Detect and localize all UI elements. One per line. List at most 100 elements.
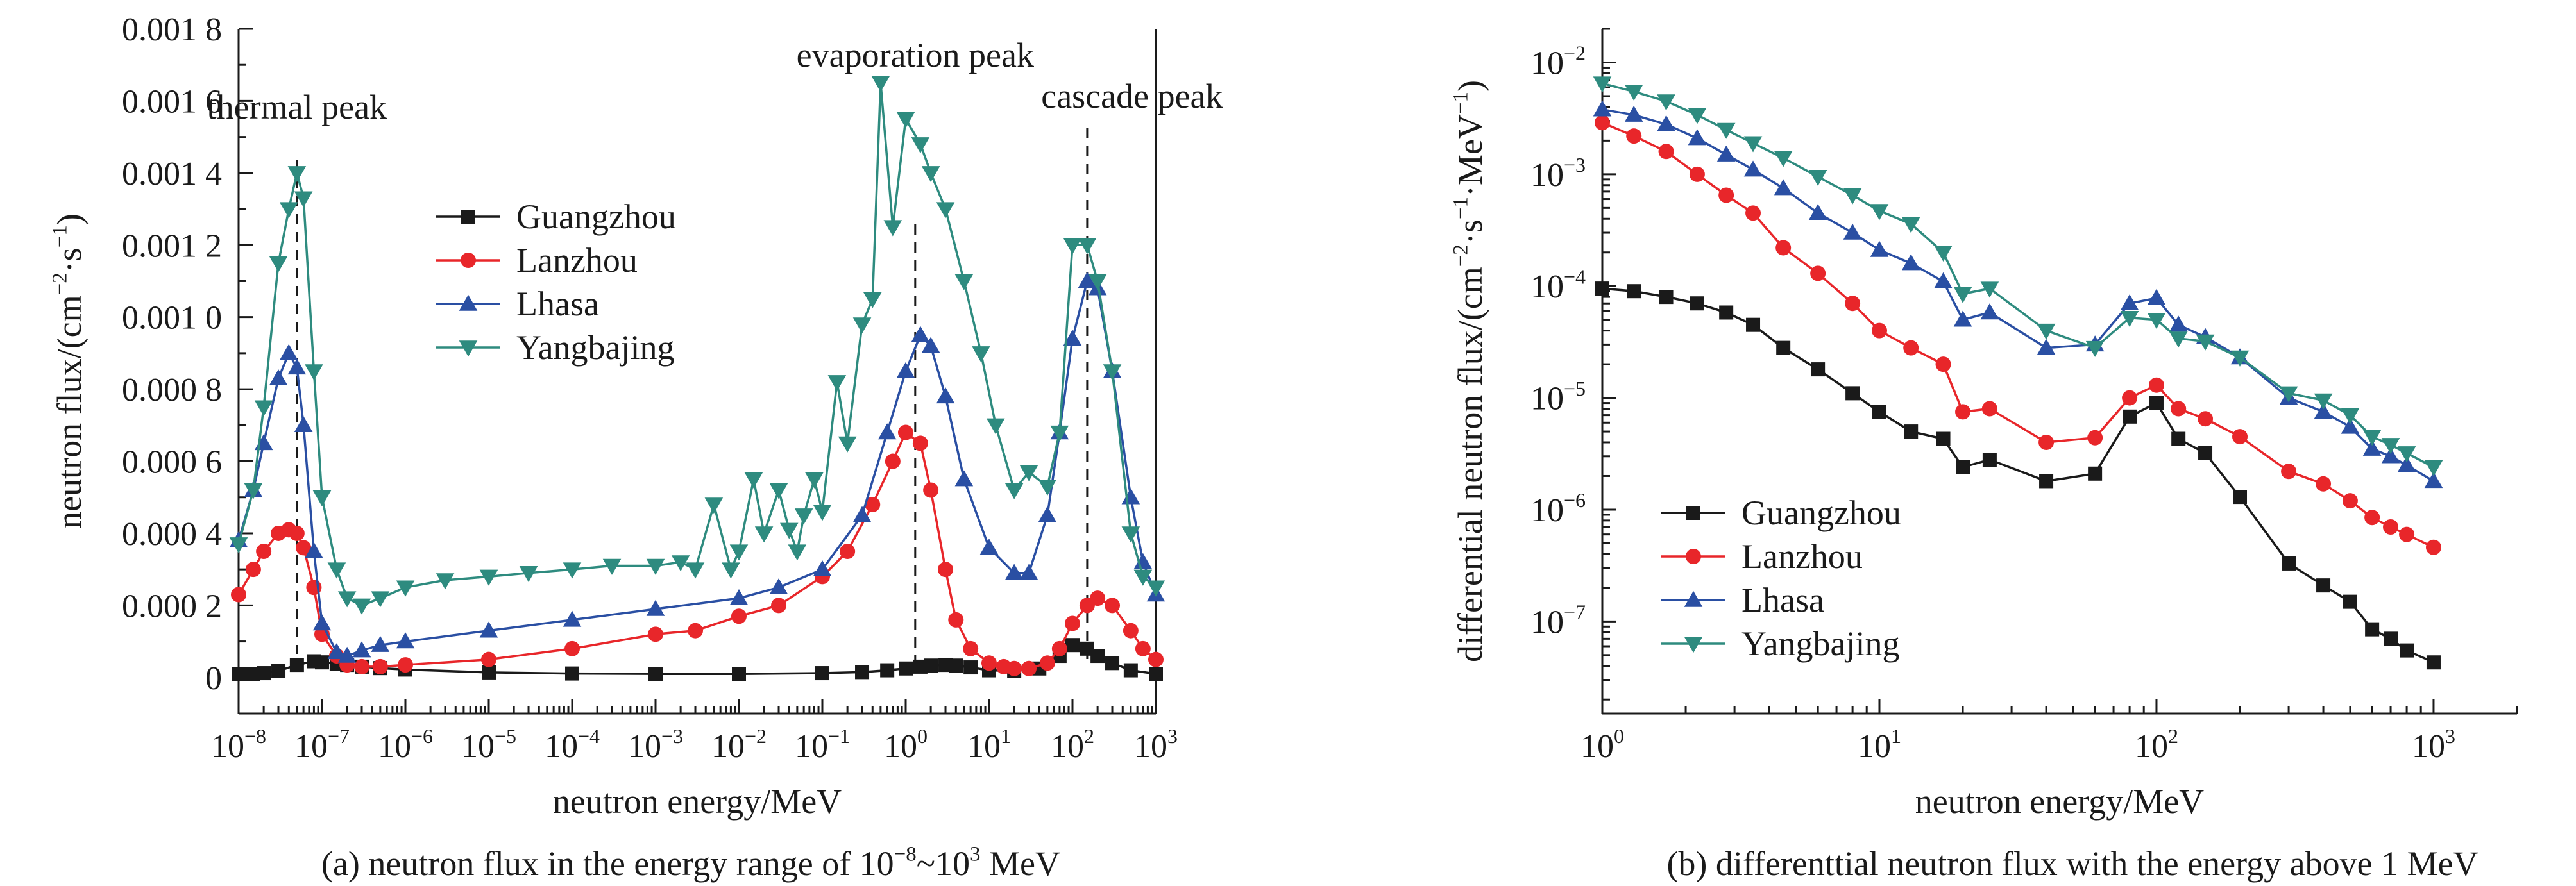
x-tick-label: 103: [1134, 724, 1178, 765]
data-point: [396, 580, 415, 597]
data-point: [1658, 144, 1674, 160]
data-point: [2122, 390, 2138, 406]
data-point: [2169, 331, 2188, 348]
data-point: [1718, 187, 1734, 203]
data-point: [1746, 317, 1761, 332]
data-point: [2426, 655, 2441, 670]
data-point: [883, 220, 902, 237]
data-point: [646, 558, 665, 575]
legend-label: Guangzhou: [516, 197, 676, 236]
figure-caption: (a) neutron flux in the energy range of …: [321, 842, 1060, 883]
legend-label: Lanzhou: [516, 241, 638, 280]
data-point: [729, 544, 749, 561]
data-point: [2424, 460, 2443, 476]
data-point: [279, 344, 298, 360]
data-point: [1063, 330, 1082, 346]
data-point: [2037, 323, 2056, 340]
data-point: [254, 434, 273, 451]
y-tick-label: 10−2: [1530, 42, 1586, 82]
data-point: [877, 423, 897, 440]
y-tick-label: 10−5: [1530, 377, 1586, 417]
data-point: [289, 658, 304, 673]
x-tick-label: 101: [967, 724, 1011, 765]
data-point: [2085, 340, 2105, 357]
data-point: [256, 544, 272, 560]
data-point: [2343, 594, 2357, 609]
data-point: [1063, 238, 1082, 255]
data-point: [2171, 431, 2186, 446]
figure-caption: (b) differenttial neutron flux with the …: [1666, 844, 2478, 883]
data-point: [305, 542, 323, 558]
data-point: [1956, 460, 1970, 474]
x-tick-label: 101: [1858, 724, 1901, 765]
data-point: [254, 400, 273, 417]
legend-marker: [1684, 637, 1703, 653]
y-tick-label: 0: [205, 660, 222, 697]
y-tick-label: 10−4: [1530, 265, 1586, 305]
data-point: [1688, 108, 1707, 124]
x-tick-label: 103: [2412, 724, 2455, 765]
legend-marker: [459, 340, 478, 357]
data-point: [688, 623, 704, 639]
data-point: [2314, 403, 2333, 419]
data-point: [769, 483, 788, 499]
data-point: [2342, 493, 2358, 509]
data-point: [1088, 274, 1107, 290]
data-point: [371, 591, 390, 608]
data-point: [921, 337, 940, 353]
peak-annotation: cascade peak: [1041, 77, 1223, 115]
legend-label: Lanzhou: [1741, 537, 1863, 576]
data-point: [337, 591, 357, 608]
data-point: [2424, 472, 2443, 489]
series-line: [1602, 108, 2434, 483]
data-point: [1743, 160, 1763, 177]
data-point: [2362, 430, 2382, 446]
data-point: [289, 525, 305, 541]
data-point: [1065, 615, 1080, 631]
x-tick-label: 100: [884, 724, 928, 765]
data-point: [2232, 429, 2248, 445]
legend-marker: [1686, 506, 1700, 520]
data-point: [1148, 651, 1164, 667]
data-point: [2147, 288, 2166, 305]
y-tick-label: 10−6: [1530, 489, 1586, 529]
data-point: [2196, 334, 2215, 351]
x-tick-label: 10−8: [211, 724, 266, 765]
data-point: [2341, 417, 2360, 434]
data-point: [729, 589, 749, 605]
y-tick-label: 0.001 6: [122, 83, 222, 120]
y-tick-label: 0.001 4: [122, 156, 222, 192]
data-point: [2087, 430, 2103, 446]
data-point: [279, 202, 298, 219]
y-tick-label: 0.000 2: [122, 588, 222, 624]
data-point: [827, 375, 847, 392]
y-tick-label: 10−3: [1530, 153, 1586, 194]
data-point: [954, 274, 974, 290]
data-point: [2088, 466, 2103, 481]
x-tick-label: 10−3: [628, 724, 683, 765]
data-point: [257, 666, 271, 681]
data-point: [231, 587, 246, 603]
data-point: [648, 626, 663, 642]
data-point: [963, 640, 979, 656]
data-point: [1065, 638, 1080, 653]
data-point: [972, 346, 990, 363]
data-point: [1624, 85, 1643, 101]
data-point: [949, 658, 963, 673]
x-tick-label: 102: [1051, 724, 1094, 765]
data-point: [1688, 129, 1707, 146]
x-tick-label: 10−7: [294, 724, 350, 765]
data-point: [1936, 431, 1951, 446]
data-point: [2039, 474, 2054, 489]
data-point: [1904, 424, 1919, 439]
data-point: [372, 658, 388, 674]
y-tick-label: 10−7: [1530, 600, 1586, 640]
series-guangzhou: [1595, 281, 2441, 670]
data-point: [1953, 310, 1972, 327]
data-point: [1845, 296, 1861, 312]
data-point: [563, 562, 582, 579]
data-point: [2362, 439, 2382, 456]
data-point: [563, 610, 582, 627]
data-point: [2037, 339, 2056, 355]
